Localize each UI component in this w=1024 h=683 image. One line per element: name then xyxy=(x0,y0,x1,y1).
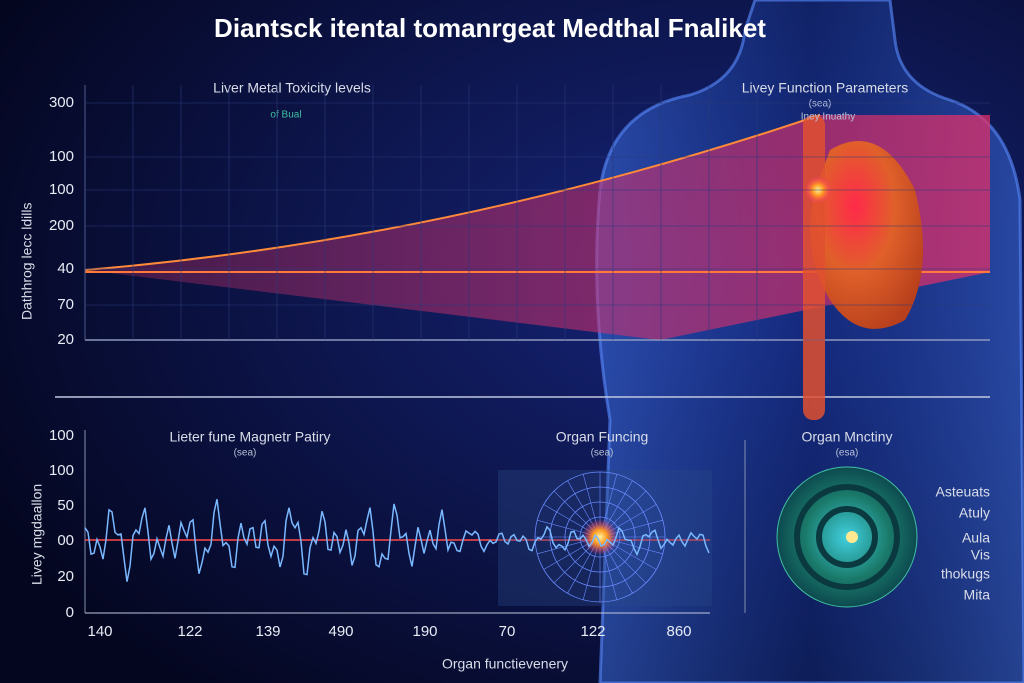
panel-subtitle: of Bual xyxy=(270,110,301,121)
legend-entry: thokugs xyxy=(941,566,990,582)
panel-note: Iney Inuathy xyxy=(801,112,855,123)
x-tick-label: 140 xyxy=(87,623,112,640)
y-tick-label: 200 xyxy=(49,217,74,234)
x-tick-label: 122 xyxy=(177,623,202,640)
y-tick-label: 70 xyxy=(57,296,74,313)
y-tick-label: 300 xyxy=(49,94,74,111)
legend-entry: Aula xyxy=(962,530,990,546)
x-tick-label: 122 xyxy=(580,623,605,640)
ring xyxy=(794,484,900,590)
core xyxy=(846,531,858,543)
y-tick-label: 20 xyxy=(57,568,74,585)
panel-title: Lieter fune Magnetr Patiry xyxy=(169,429,330,445)
x-tick-label: 139 xyxy=(255,623,280,640)
toxicity-curve xyxy=(84,114,821,271)
core xyxy=(582,519,618,555)
panel-subtitle: (sea) xyxy=(234,448,257,459)
x-tick-label: 860 xyxy=(666,623,691,640)
panel-title: Liver Metal Toxicity levels xyxy=(213,80,371,96)
y-tick-label: 40 xyxy=(57,260,74,277)
waveform xyxy=(84,499,710,582)
y-axis-label: Livey mgdaallon xyxy=(29,484,45,585)
y-tick-label: 100 xyxy=(49,427,74,444)
y-tick-label: 50 xyxy=(57,497,74,514)
title: Diantsck itental tomanrgeat Medthal Fnal… xyxy=(214,13,766,43)
legend-entry: Vis xyxy=(971,547,990,563)
x-tick-label: 190 xyxy=(412,623,437,640)
y-tick-label: 20 xyxy=(57,331,74,348)
x-axis-label: Organ functievenery xyxy=(442,656,568,672)
panel-subtitle: (sea) xyxy=(809,99,832,110)
x-tick-label: 70 xyxy=(499,623,516,640)
panel-title: Organ Funcing xyxy=(556,429,649,445)
y-tick-label: 00 xyxy=(57,532,74,549)
panel-title: Livey Function Parameters xyxy=(742,80,909,96)
liver xyxy=(810,141,923,329)
y-tick-label: 100 xyxy=(49,148,74,165)
y-axis-label: Dathhrog lecc ldills xyxy=(19,203,35,321)
legend-entry: Atuly xyxy=(959,505,990,521)
x-tick-label: 490 xyxy=(328,623,353,640)
legend-entry: Mita xyxy=(964,587,991,603)
legend-entry: Asteuats xyxy=(936,484,990,500)
panel-title: Organ Mnctiny xyxy=(801,429,892,445)
y-tick-label: 0 xyxy=(66,604,74,621)
toxicity-area xyxy=(85,115,990,340)
y-tick-label: 100 xyxy=(49,181,74,198)
panel-subtitle: (esa) xyxy=(836,448,859,459)
ring xyxy=(816,506,878,568)
panel-subtitle: (sea) xyxy=(591,448,614,459)
y-tick-label: 100 xyxy=(49,462,74,479)
vessel xyxy=(803,115,825,420)
